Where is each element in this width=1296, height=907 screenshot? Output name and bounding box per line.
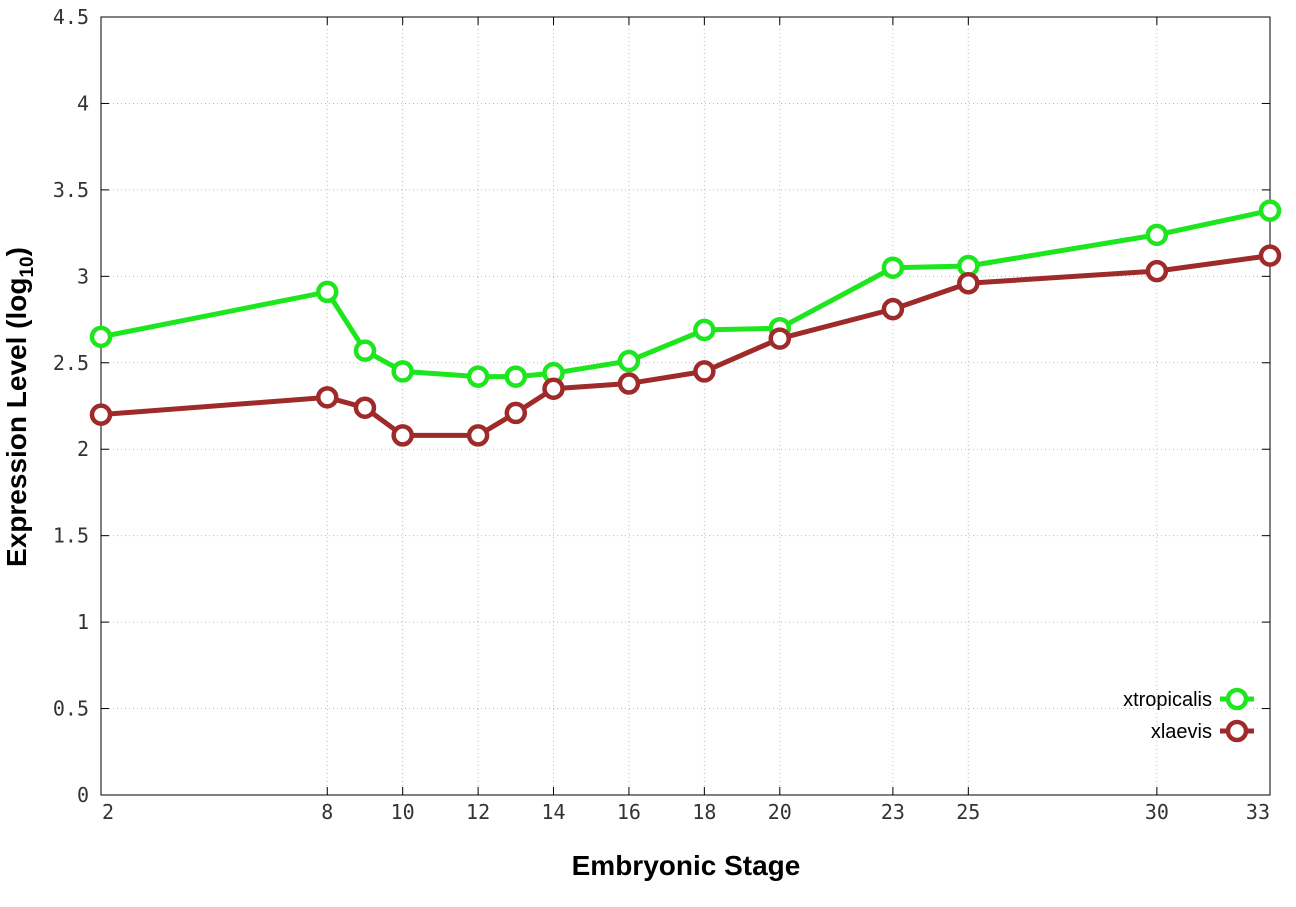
x-tick-label: 10: [391, 800, 415, 824]
axis-ticks: 0 0.5 1 1.5 2 2.5 3 3.5 4 4.5 2 8 10 12 14 16 18 20 23 25 30…: [53, 5, 1271, 824]
y-axis-title: Expression Level (log10): [1, 247, 38, 567]
data-point-xtropicalis: [1145, 223, 1169, 247]
data-point-xtropicalis: [693, 318, 716, 342]
grid-lines: [101, 17, 1270, 795]
y-tick-label: 3.5: [53, 178, 89, 202]
x-tick-label: 33: [1246, 800, 1270, 824]
data-point-xlaevis: [1258, 244, 1282, 267]
legend-label: xlaevis: [1151, 721, 1212, 743]
y-tick-label: 0: [77, 783, 89, 807]
data-point-xtropicalis: [466, 365, 490, 388]
data-point-xtropicalis: [1258, 199, 1282, 222]
data-point-xlaevis: [466, 424, 490, 447]
x-tick-label: 16: [617, 800, 641, 824]
legend: xtropicalis xlaevis: [1123, 687, 1254, 743]
data-point-xlaevis: [768, 327, 792, 350]
series-line-xtropicalis: [100, 208, 1271, 380]
y-tick-label: 3: [77, 264, 89, 288]
data-point-xlaevis: [504, 401, 528, 425]
data-point-xlaevis: [353, 396, 377, 419]
x-tick-label: 30: [1145, 800, 1169, 824]
y-tick-label: 0.5: [53, 697, 89, 721]
data-point-xlaevis: [881, 297, 905, 321]
x-tick-label: 2: [102, 800, 114, 824]
series-xtropicalis: [89, 199, 1282, 388]
data-point-xlaevis: [1145, 259, 1169, 283]
data-point-xtropicalis: [89, 325, 113, 349]
data-point-xlaevis: [957, 271, 980, 295]
data-point-xtropicalis: [316, 280, 339, 304]
y-axis-title-main: Expression Level (log: [1, 278, 32, 567]
series-line-xlaevis: [100, 253, 1271, 438]
x-axis-title: Embryonic Stage: [572, 850, 801, 881]
x-tick-label: 20: [768, 800, 792, 824]
legend-label: xtropicalis: [1123, 689, 1212, 711]
data-point-xtropicalis: [881, 256, 905, 279]
x-tick-label: 23: [881, 800, 905, 824]
x-tick-label: 12: [466, 800, 490, 824]
legend-swatch-marker: [1225, 687, 1249, 711]
x-tick-label: 25: [956, 800, 980, 824]
legend-entry-xtropicalis: xtropicalis: [1123, 687, 1254, 711]
y-tick-label: 2.5: [53, 351, 89, 375]
data-point-xlaevis: [89, 403, 113, 426]
data-point-xtropicalis: [617, 349, 641, 373]
data-point-xlaevis: [391, 424, 414, 447]
plot-frame: [100, 16, 1271, 796]
data-point-xlaevis: [316, 386, 339, 409]
y-tick-label: 4.5: [53, 5, 89, 29]
data-point-xtropicalis: [504, 365, 528, 388]
y-axis-title-subscript: 10: [17, 256, 38, 277]
y-tick-label: 1.5: [53, 524, 89, 548]
data-point-xtropicalis: [353, 339, 377, 362]
x-tick-label: 18: [692, 800, 716, 824]
data-point-xlaevis: [693, 360, 716, 383]
y-tick-label: 2: [77, 437, 89, 461]
x-tick-label: 8: [321, 800, 333, 824]
legend-swatch-marker: [1225, 719, 1249, 743]
y-tick-label: 1: [77, 610, 89, 634]
data-point-xlaevis: [542, 377, 565, 400]
legend-entry-xlaevis: xlaevis: [1151, 719, 1254, 743]
data-point-xtropicalis: [391, 360, 414, 383]
series-xlaevis: [89, 244, 1282, 447]
y-axis-title-suffix: ): [1, 247, 32, 256]
y-tick-label: 4: [77, 91, 89, 115]
data-point-xlaevis: [617, 372, 641, 395]
series-layer: [89, 199, 1282, 447]
x-tick-label: 14: [541, 800, 565, 824]
